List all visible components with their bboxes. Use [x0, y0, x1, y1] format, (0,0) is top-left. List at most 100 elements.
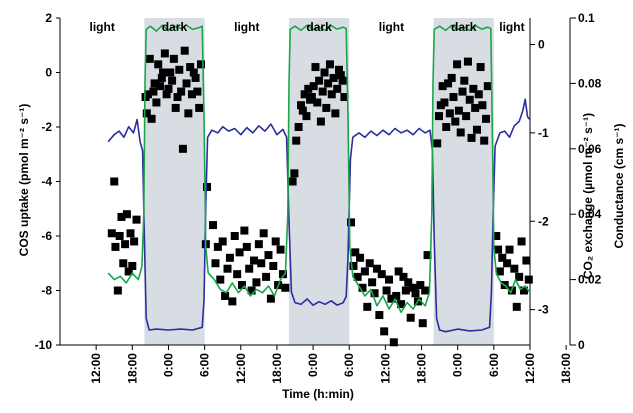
- cos-uptake-point: [182, 79, 191, 88]
- x-tick-label: 12:00: [89, 353, 103, 384]
- period-label-light: light: [90, 20, 115, 34]
- cos-uptake-point: [329, 73, 338, 82]
- cos-uptake-point: [278, 270, 287, 279]
- cos-uptake-point: [309, 82, 318, 91]
- cos-uptake-point: [471, 103, 480, 112]
- right-outer-tick-label: 0.1: [578, 11, 595, 25]
- left-axis-title: COS uptake (pmol m⁻² s⁻¹): [17, 104, 31, 257]
- cos-uptake-point: [262, 272, 271, 281]
- cos-uptake-point: [247, 286, 256, 295]
- cos-uptake-point: [143, 90, 152, 99]
- cos-uptake-point: [147, 114, 156, 123]
- cos-uptake-point: [191, 73, 200, 82]
- cos-uptake-point: [259, 229, 268, 238]
- cos-uptake-point: [230, 232, 239, 240]
- cos-uptake-point: [418, 319, 427, 328]
- cos-uptake-point: [522, 256, 531, 265]
- cos-uptake-point: [392, 291, 401, 300]
- cos-uptake-point: [300, 90, 309, 99]
- cos-uptake-point: [447, 73, 456, 82]
- cos-uptake-point: [358, 283, 367, 292]
- cos-uptake-point: [121, 240, 130, 249]
- cos-uptake-point: [465, 95, 474, 104]
- axis-titles: Time (h:min) COS uptake (pmol m⁻² s⁻¹) C…: [17, 104, 626, 401]
- cos-uptake-point: [276, 245, 285, 254]
- cos-uptake-point: [242, 242, 251, 251]
- right-outer-axis-title: Conductance (cm s⁻¹): [612, 123, 626, 248]
- cos-uptake-point: [264, 251, 273, 260]
- right-outer-tick-label: 0.02: [578, 273, 602, 287]
- dark-period-band: [433, 18, 494, 345]
- cos-uptake-point: [505, 245, 514, 254]
- co2-exchange-line: [107, 98, 531, 333]
- cos-uptake-point: [351, 248, 360, 257]
- x-tick-label: 6:00: [198, 353, 212, 377]
- x-tick-label: 6:00: [487, 353, 501, 377]
- cos-uptake-point: [142, 109, 151, 118]
- cos-uptake-point: [281, 283, 290, 292]
- cos-uptake-point: [318, 87, 327, 96]
- x-tick-label: 18:00: [270, 353, 284, 384]
- cos-uptake-point: [113, 286, 122, 295]
- cos-uptake-point: [173, 93, 182, 102]
- cos-uptake-point: [377, 270, 386, 279]
- cos-uptake-point: [469, 84, 478, 93]
- cos-uptake-point: [117, 212, 126, 221]
- cos-uptake-point: [333, 84, 342, 93]
- cos-uptake-point: [334, 65, 343, 74]
- cos-uptake-point: [325, 60, 334, 69]
- cos-uptake-point: [145, 54, 154, 63]
- cos-uptake-point: [456, 128, 465, 137]
- cos-uptake-point: [480, 136, 489, 145]
- cos-uptake-point: [119, 259, 128, 268]
- dark-period-band: [144, 18, 205, 345]
- cos-uptake-point: [478, 101, 487, 110]
- period-label-dark: dark: [451, 20, 477, 34]
- x-tick-label: 18:00: [559, 353, 573, 384]
- axis-ticks: 2 0 -2 -4 -6 -8 -10 0 -1 -2 -3 0.1 0.08 0.06 0.04 0.02 0…: [35, 11, 602, 384]
- cos-uptake-point: [288, 177, 297, 186]
- cos-uptake-point: [235, 248, 244, 257]
- cos-uptake-point: [240, 226, 249, 235]
- cos-uptake-point: [399, 272, 408, 281]
- cos-uptake-point: [257, 259, 266, 268]
- cos-uptake-point: [150, 79, 159, 88]
- left-tick-label: -6: [41, 229, 52, 243]
- period-label-light: light: [379, 20, 404, 34]
- cos-uptake-point: [353, 272, 362, 281]
- cos-uptake-point: [209, 221, 218, 230]
- cos-uptake-point: [311, 63, 320, 72]
- cos-uptake-point: [445, 109, 454, 118]
- cos-uptake-point: [189, 68, 198, 77]
- cos-uptake-point: [380, 327, 389, 336]
- period-label-dark: dark: [162, 20, 188, 34]
- cos-uptake-point: [126, 229, 135, 238]
- left-tick-label: 2: [45, 11, 52, 25]
- right-inner-tick-label: -3: [538, 303, 549, 317]
- cos-uptake-point: [336, 71, 345, 80]
- x-tick-label: 18:00: [125, 353, 139, 384]
- cos-uptake-point: [411, 289, 420, 298]
- cos-uptake-point: [302, 112, 311, 121]
- left-tick-label: -10: [35, 338, 53, 352]
- cos-uptake-point: [519, 286, 528, 295]
- cos-uptake-point: [294, 123, 303, 131]
- cos-uptake-point: [324, 79, 333, 88]
- cos-uptake-point: [160, 49, 169, 58]
- cos-uptake-point: [177, 87, 186, 96]
- cos-uptake-point: [266, 294, 275, 303]
- cos-uptake-point: [184, 109, 193, 118]
- cos-uptake-point: [421, 286, 430, 295]
- cos-uptake-point: [298, 106, 307, 115]
- cos-uptake-point: [149, 87, 158, 96]
- cos-uptake-point: [438, 82, 447, 91]
- cos-uptake-point: [225, 253, 234, 262]
- cos-uptake-point: [397, 300, 406, 309]
- right-inner-tick-label: -1: [538, 126, 549, 140]
- right-inner-tick-label: -2: [538, 214, 549, 228]
- x-tick-label: 18:00: [415, 353, 429, 384]
- cos-uptake-point: [327, 90, 336, 99]
- cos-uptake-point: [515, 272, 524, 281]
- x-axis-title: Time (h:min): [282, 387, 354, 401]
